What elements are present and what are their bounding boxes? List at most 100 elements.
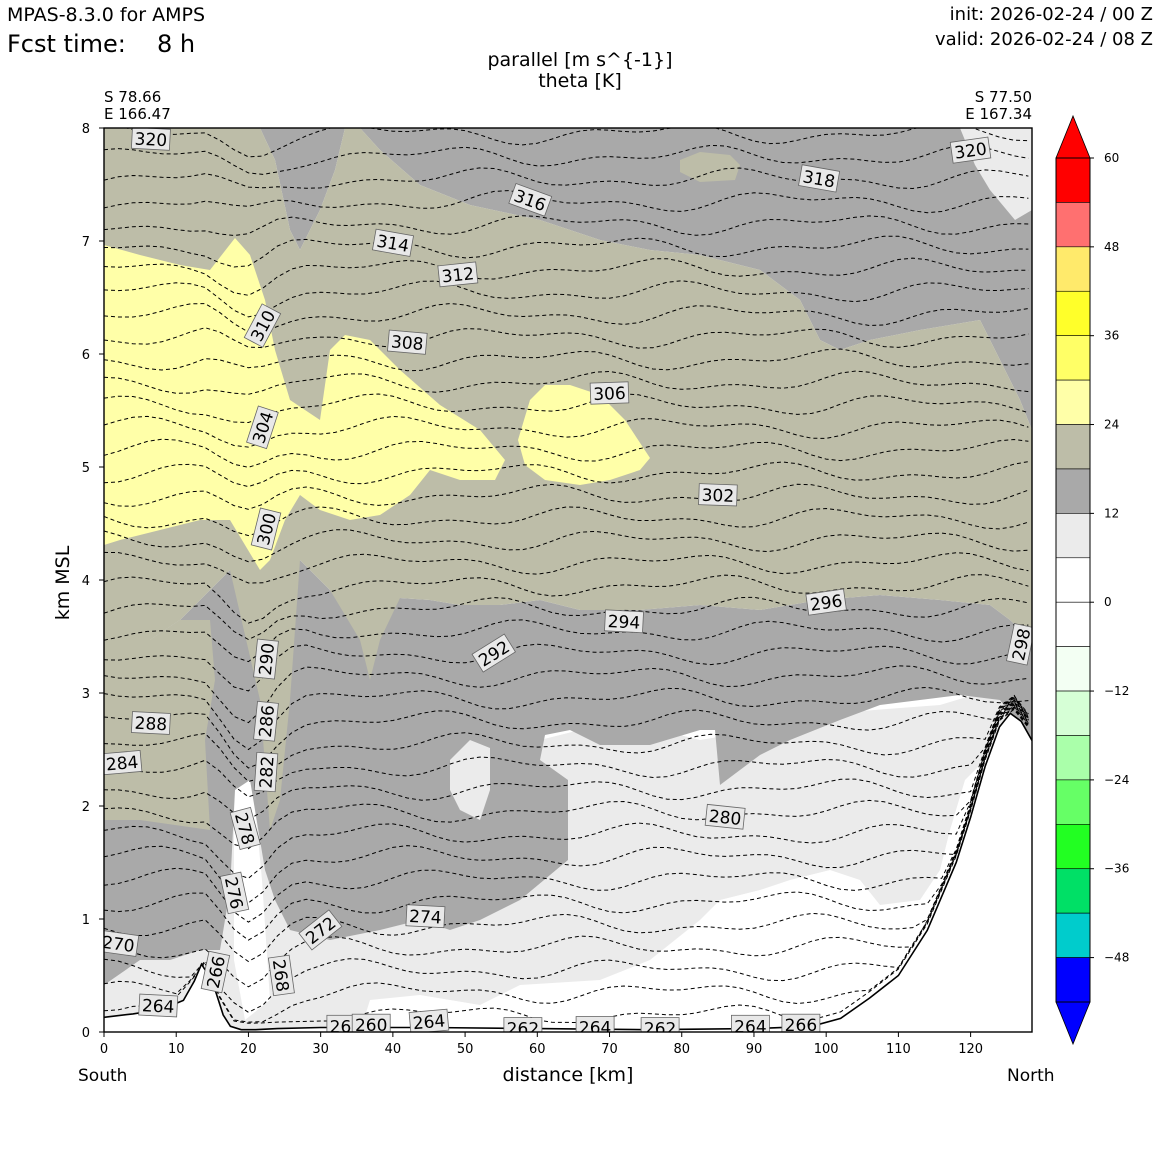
x-axis-label: distance [km] — [502, 1064, 634, 1086]
colorbar-band — [1055, 735, 1091, 781]
theta-label-box — [437, 261, 479, 288]
theta-label-box — [698, 483, 738, 507]
colorbar-tick-label: 36 — [1104, 329, 1119, 343]
left-endpoint-coords: S 78.66 E 166.47 — [104, 89, 171, 123]
theta-label-box — [471, 633, 516, 673]
theta-label-text: 284 — [105, 753, 139, 776]
theta-label-box — [949, 136, 992, 164]
colorbar-tick-label: −36 — [1104, 862, 1129, 876]
theta-label-box — [805, 588, 847, 616]
theta-contour-line — [104, 699, 1029, 879]
theta-contour-line — [104, 327, 1029, 349]
x-tick-label: 30 — [312, 1042, 329, 1057]
theta-label-text: 268 — [268, 958, 292, 993]
theta-label: 294 — [604, 609, 644, 634]
x-tick-label: 10 — [168, 1042, 185, 1057]
theta-label-box — [731, 1014, 770, 1032]
x-tick-label: 100 — [814, 1042, 839, 1057]
x-tick-label: 0 — [100, 1042, 108, 1057]
theta-label-box — [351, 1013, 391, 1032]
theta-label-text: 308 — [390, 332, 424, 355]
theta-label-box — [104, 929, 140, 957]
colorbar-under-triangle — [1055, 1001, 1091, 1046]
wind-shading-6-12-blob — [450, 740, 490, 820]
theta-contour-line — [104, 686, 1029, 751]
theta-contour-line — [104, 706, 1029, 1013]
colorbar-tick-label: −12 — [1104, 684, 1129, 698]
colorbar-band — [1055, 290, 1091, 336]
colorbar-band — [1055, 646, 1091, 692]
theta-label-text: 296 — [809, 591, 844, 615]
theta-label: 280 — [704, 803, 746, 830]
theta-contour-line — [104, 483, 1029, 510]
theta-label-text: 286 — [256, 704, 279, 738]
theta-label-text: 262 — [507, 1020, 539, 1040]
theta-label-box — [104, 750, 143, 776]
theta-label-text: 282 — [256, 755, 278, 789]
y-tick-label: 0 — [82, 1026, 90, 1041]
theta-label: 286 — [253, 700, 279, 742]
theta-label: 270 — [104, 929, 140, 957]
theta-label-box — [246, 405, 279, 450]
theta-label: 264 — [138, 993, 179, 1018]
theta-contour-line — [104, 461, 1029, 488]
theta-contour-line — [104, 708, 1029, 1024]
theta-label-text: 288 — [134, 714, 167, 736]
theta-label-box — [200, 950, 231, 994]
colorbar-band — [1055, 513, 1091, 559]
x-tick-label: 80 — [673, 1042, 690, 1057]
y-axis-label: km MSL — [52, 545, 74, 621]
colorbar: 60 48 36 24 12 0 −12 −24 −36 −48 — [1055, 114, 1129, 1046]
theta-label-box — [253, 700, 279, 742]
y-tick-label: 8 — [82, 122, 90, 137]
theta-contour-line — [104, 235, 1029, 268]
x-tick-label: 120 — [958, 1042, 983, 1057]
theta-label-box — [387, 329, 428, 355]
y-tick-label: 1 — [82, 913, 90, 928]
theta-contour-line — [104, 702, 1029, 923]
theta-label-box — [503, 1017, 543, 1032]
terrain-fill — [104, 713, 1032, 1032]
theta-label: 264 — [731, 1014, 770, 1032]
theta-label-box — [1006, 623, 1032, 666]
theta-label-box — [371, 228, 414, 257]
y-tick-label: 2 — [82, 800, 90, 815]
theta-label: 268 — [268, 954, 295, 997]
model-title: MPAS-8.3.0 for AMPS — [7, 4, 206, 26]
theta-label: 308 — [387, 329, 428, 355]
theta-label: 262 — [640, 1017, 680, 1032]
theta-contours — [104, 128, 1029, 1024]
theta-contour-line — [104, 574, 1029, 624]
theta-label-box — [575, 1016, 615, 1032]
theta-contour-line — [104, 698, 1029, 850]
colorbar-tick-label: 24 — [1104, 418, 1119, 432]
theta-label: 296 — [805, 588, 847, 616]
x-tick-label: 60 — [529, 1042, 546, 1057]
theta-label-text: 298 — [1009, 627, 1035, 663]
theta-label-text: 302 — [701, 486, 734, 507]
x-tick-label: 70 — [601, 1042, 618, 1057]
theta-label: 284 — [104, 750, 143, 776]
theta-contour-line — [104, 190, 1029, 214]
colorbar-tick-label: −48 — [1104, 951, 1129, 965]
colorbar-band — [1055, 202, 1091, 248]
theta-contour-line — [104, 257, 1029, 296]
theta-contour-line — [104, 144, 1029, 175]
colorbar-band — [1055, 379, 1091, 425]
colorbar-band — [1055, 824, 1091, 870]
theta-label-box — [589, 381, 630, 405]
theta-label: 320 — [130, 128, 171, 151]
theta-label-text: 264 — [141, 996, 174, 1018]
theta-label-text: 320 — [134, 129, 167, 151]
theta-label: 264 — [575, 1016, 615, 1039]
colorbar-band — [1055, 424, 1091, 470]
colorbar-band — [1055, 468, 1091, 514]
theta-label-text: 264 — [579, 1019, 611, 1039]
theta-label: 302 — [698, 483, 738, 507]
right-endpoint-lon: E 167.34 — [965, 105, 1032, 123]
theta-contour-line — [104, 700, 1029, 904]
y-axis: 0 1 2 3 4 5 6 7 8 — [82, 122, 104, 1041]
colorbar-band — [1055, 912, 1091, 958]
theta-label-text: 290 — [256, 642, 279, 676]
